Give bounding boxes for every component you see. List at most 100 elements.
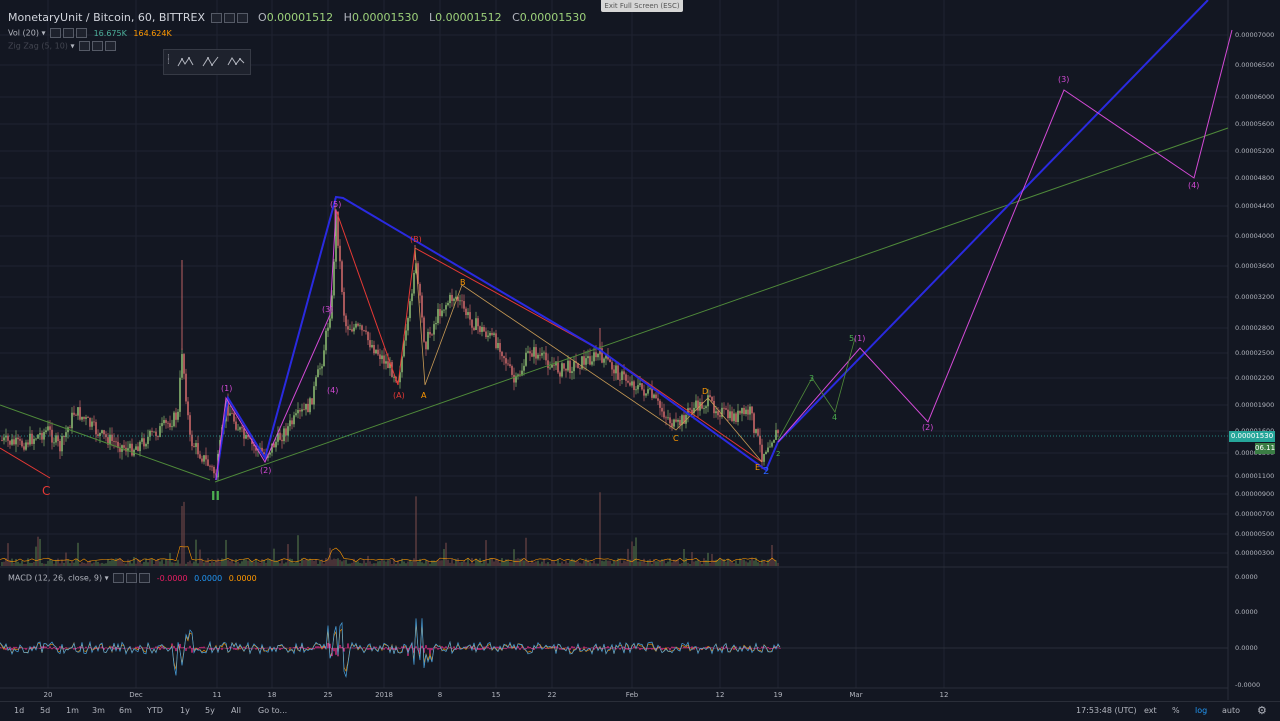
high-value: 0.00001530 xyxy=(352,11,418,24)
range-5y[interactable]: 5y xyxy=(205,706,215,715)
auto-toggle[interactable]: auto xyxy=(1222,706,1240,715)
legend-chip[interactable] xyxy=(105,41,116,51)
macd-axis-label: -0.0000 xyxy=(1235,681,1260,689)
elliott-wave-icon[interactable] xyxy=(176,53,196,71)
goto-button[interactable]: Go to... xyxy=(258,706,287,715)
ext-toggle[interactable]: ext xyxy=(1144,706,1157,715)
wave-label-b: B xyxy=(460,278,466,287)
macd-label[interactable]: MACD (12, 26, close, 9) xyxy=(8,574,102,583)
wave-label-3: (3) xyxy=(322,305,333,314)
zigzag-legend[interactable]: Zig Zag (5, 10) ▾ xyxy=(8,41,116,51)
macd-legend[interactable]: MACD (12, 26, close, 9) ▾ -0.0000 0.0000… xyxy=(8,573,257,583)
macd-value-2: 0.0000 xyxy=(194,574,222,583)
legend-chip[interactable] xyxy=(211,13,222,23)
range-1m[interactable]: 1m xyxy=(66,706,79,715)
range-1y[interactable]: 1y xyxy=(180,706,190,715)
zigzag-line[interactable] xyxy=(216,0,1208,480)
trendline-support-long[interactable] xyxy=(215,128,1228,482)
volume-value-2: 164.624K xyxy=(133,29,171,38)
wave-label-4: (4) xyxy=(327,386,338,395)
wave-label-a: A xyxy=(421,391,427,400)
legend-chip[interactable] xyxy=(139,573,150,583)
time-axis-label: 15 xyxy=(492,691,501,699)
gear-icon[interactable]: ⚙ xyxy=(1257,704,1267,717)
range-3m[interactable]: 3m xyxy=(92,706,105,715)
price-axis-label: 0.00005600 xyxy=(1235,120,1274,128)
price-axis-label: 0.00002500 xyxy=(1235,349,1274,357)
legend-chip[interactable] xyxy=(126,573,137,583)
time-axis-label: 12 xyxy=(716,691,725,699)
forecast-label-2: (2) xyxy=(922,423,933,432)
legend-chip[interactable] xyxy=(79,41,90,51)
macd-axis-label: 0.0000 xyxy=(1235,644,1258,652)
drag-handle-icon[interactable]: ⁞⁞ xyxy=(167,56,171,68)
wave-label-small-3: 3 xyxy=(809,374,814,383)
price-axis-label: 0.00004000 xyxy=(1235,232,1274,240)
volume-label[interactable]: Vol (20) xyxy=(8,29,39,38)
legend-chip[interactable] xyxy=(63,28,74,38)
time-axis-label: 22 xyxy=(548,691,557,699)
time-axis-label: 18 xyxy=(268,691,277,699)
chevron-down-icon[interactable]: ▾ xyxy=(105,574,109,583)
symbol-title[interactable]: MonetaryUnit / Bitcoin, 60, BITTREX xyxy=(8,11,205,24)
legend-chip[interactable] xyxy=(76,28,87,38)
time-axis-label: 19 xyxy=(774,691,783,699)
exit-fullscreen-button[interactable]: Exit Full Screen (ESC) xyxy=(601,0,683,12)
legend-chip[interactable] xyxy=(224,13,235,23)
time-axis-label: 20 xyxy=(44,691,53,699)
abc-wave-icon[interactable] xyxy=(201,53,221,71)
wave-label-ii: II xyxy=(211,489,220,503)
volume-value-1: 16.675K xyxy=(94,29,127,38)
forecast-label-4: (4) xyxy=(1188,181,1199,190)
wave-abc-red[interactable] xyxy=(336,210,762,462)
zigzag-label[interactable]: Zig Zag (5, 10) xyxy=(8,42,68,51)
macd-axis-label: 0.0000 xyxy=(1235,608,1258,616)
wave-label-5: (5) xyxy=(330,200,341,209)
price-axis-label: 0.00004800 xyxy=(1235,174,1274,182)
time-axis-label: Mar xyxy=(849,691,862,699)
forecast-label-3: (3) xyxy=(1058,75,1069,84)
drawing-toolbox[interactable]: ⁞⁞ xyxy=(163,49,251,75)
chevron-down-icon[interactable]: ▾ xyxy=(41,29,45,38)
macd-value-1: -0.0000 xyxy=(157,574,188,583)
macd-series xyxy=(0,618,781,676)
wave-label-c: C xyxy=(673,434,679,443)
volume-legend[interactable]: Vol (20) ▾ 16.675K 164.624K xyxy=(8,28,172,38)
price-axis[interactable]: 0.000070000.000065000.000060000.00005600… xyxy=(1235,31,1274,557)
open-value: 0.00001512 xyxy=(267,11,333,24)
time-axis-label: Feb xyxy=(626,691,639,699)
symbol-legend[interactable]: MonetaryUnit / Bitcoin, 60, BITTREX O0.0… xyxy=(8,11,586,24)
time-axis-label: 12 xyxy=(940,691,949,699)
range-6m[interactable]: 6m xyxy=(119,706,132,715)
range-1d[interactable]: 1d xyxy=(14,706,24,715)
legend-chip[interactable] xyxy=(92,41,103,51)
price-axis-label: 0.00002200 xyxy=(1235,374,1274,382)
legend-chip[interactable] xyxy=(50,28,61,38)
price-axis-label: 0.00006000 xyxy=(1235,93,1274,101)
price-axis-label: 0.00000300 xyxy=(1235,549,1274,557)
wave-label-e: E xyxy=(755,463,760,472)
time-axis-label: 25 xyxy=(324,691,333,699)
triangle-wave-icon[interactable] xyxy=(226,53,246,71)
range-ytd[interactable]: YTD xyxy=(147,706,163,715)
legend-chip[interactable] xyxy=(237,13,248,23)
price-axis-label: 0.00003200 xyxy=(1235,293,1274,301)
log-toggle[interactable]: log xyxy=(1195,706,1207,715)
volume-series xyxy=(0,492,779,566)
legend-chip[interactable] xyxy=(113,573,124,583)
macd-axis-label: 0.0000 xyxy=(1235,573,1258,581)
close-label: C xyxy=(512,11,520,24)
price-axis-label: 0.00000700 xyxy=(1235,510,1274,518)
chevron-down-icon[interactable]: ▾ xyxy=(70,42,74,51)
price-axis-label: 0.00005200 xyxy=(1235,147,1274,155)
wave-label-2-blue: 2 xyxy=(763,466,769,477)
price-axis-label: 0.00001900 xyxy=(1235,401,1274,409)
wave-label-small-2: 2 xyxy=(776,450,780,458)
range-5d[interactable]: 5d xyxy=(40,706,50,715)
range-all[interactable]: All xyxy=(231,706,241,715)
clock[interactable]: 17:53:48 (UTC) xyxy=(1076,706,1137,715)
percent-toggle[interactable]: % xyxy=(1172,706,1180,715)
wave-label-b-paren: (B) xyxy=(410,235,422,244)
